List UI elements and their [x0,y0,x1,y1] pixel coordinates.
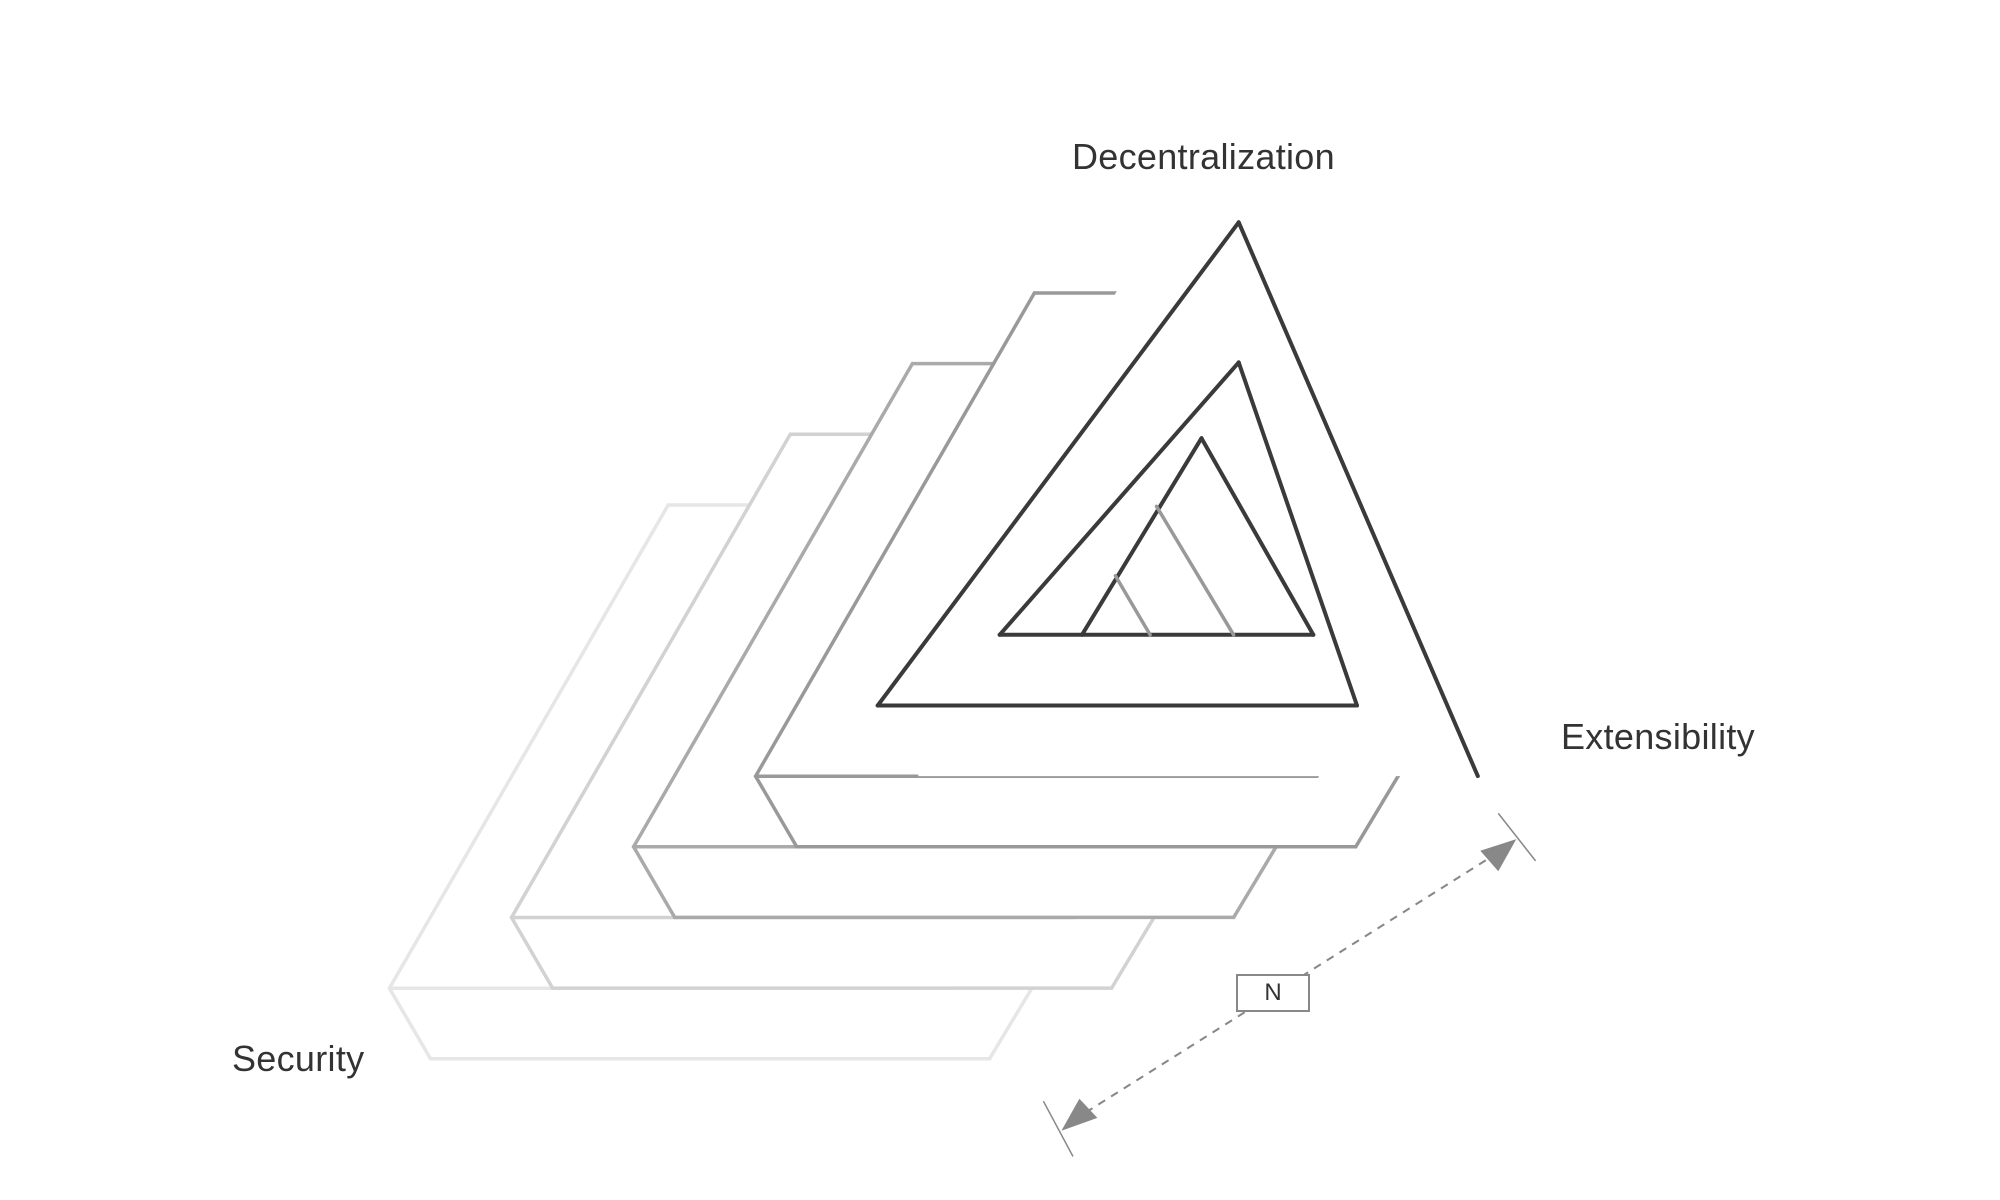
layer-edge [753,774,799,849]
triangle-layers [387,220,1521,1061]
decentralization-label: Decentralization [1072,136,1335,177]
layer-edge [387,503,670,990]
layer-edge [987,986,1034,1061]
layer-edge [1109,915,1156,990]
layer-edge [1236,220,1480,779]
dimension-line [1072,849,1502,1122]
extension-tick-top [1497,812,1537,862]
layer-edge [753,291,1037,778]
arrowhead-down-left [1061,1098,1098,1131]
layer-edge [997,360,1241,637]
layer-edge [1236,360,1359,708]
extension-tick-bottom [1042,1100,1074,1157]
layer-edge [1199,436,1316,637]
layer-edge [509,432,793,920]
layer-edge [387,986,433,1061]
layer-count-label: N [1236,974,1310,1012]
layer-edge [631,845,677,920]
security-label: Security [232,1038,365,1079]
layer-edge [1080,436,1204,637]
layer-edge [631,361,915,849]
layer-edge [875,220,1241,708]
triangle-layer-5 [875,220,1521,779]
n-dimension-arrow [1042,812,1537,1157]
extensibility-label: Extensibility [1561,716,1755,757]
inner-ridge-edge [1154,504,1236,637]
layer-edge [1231,845,1278,920]
layer-edge [509,915,555,990]
layer-fill [877,222,1521,777]
inner-ridge-edge [1113,573,1152,637]
layer-edge [1353,774,1400,849]
arrowhead-up-right [1480,839,1517,872]
